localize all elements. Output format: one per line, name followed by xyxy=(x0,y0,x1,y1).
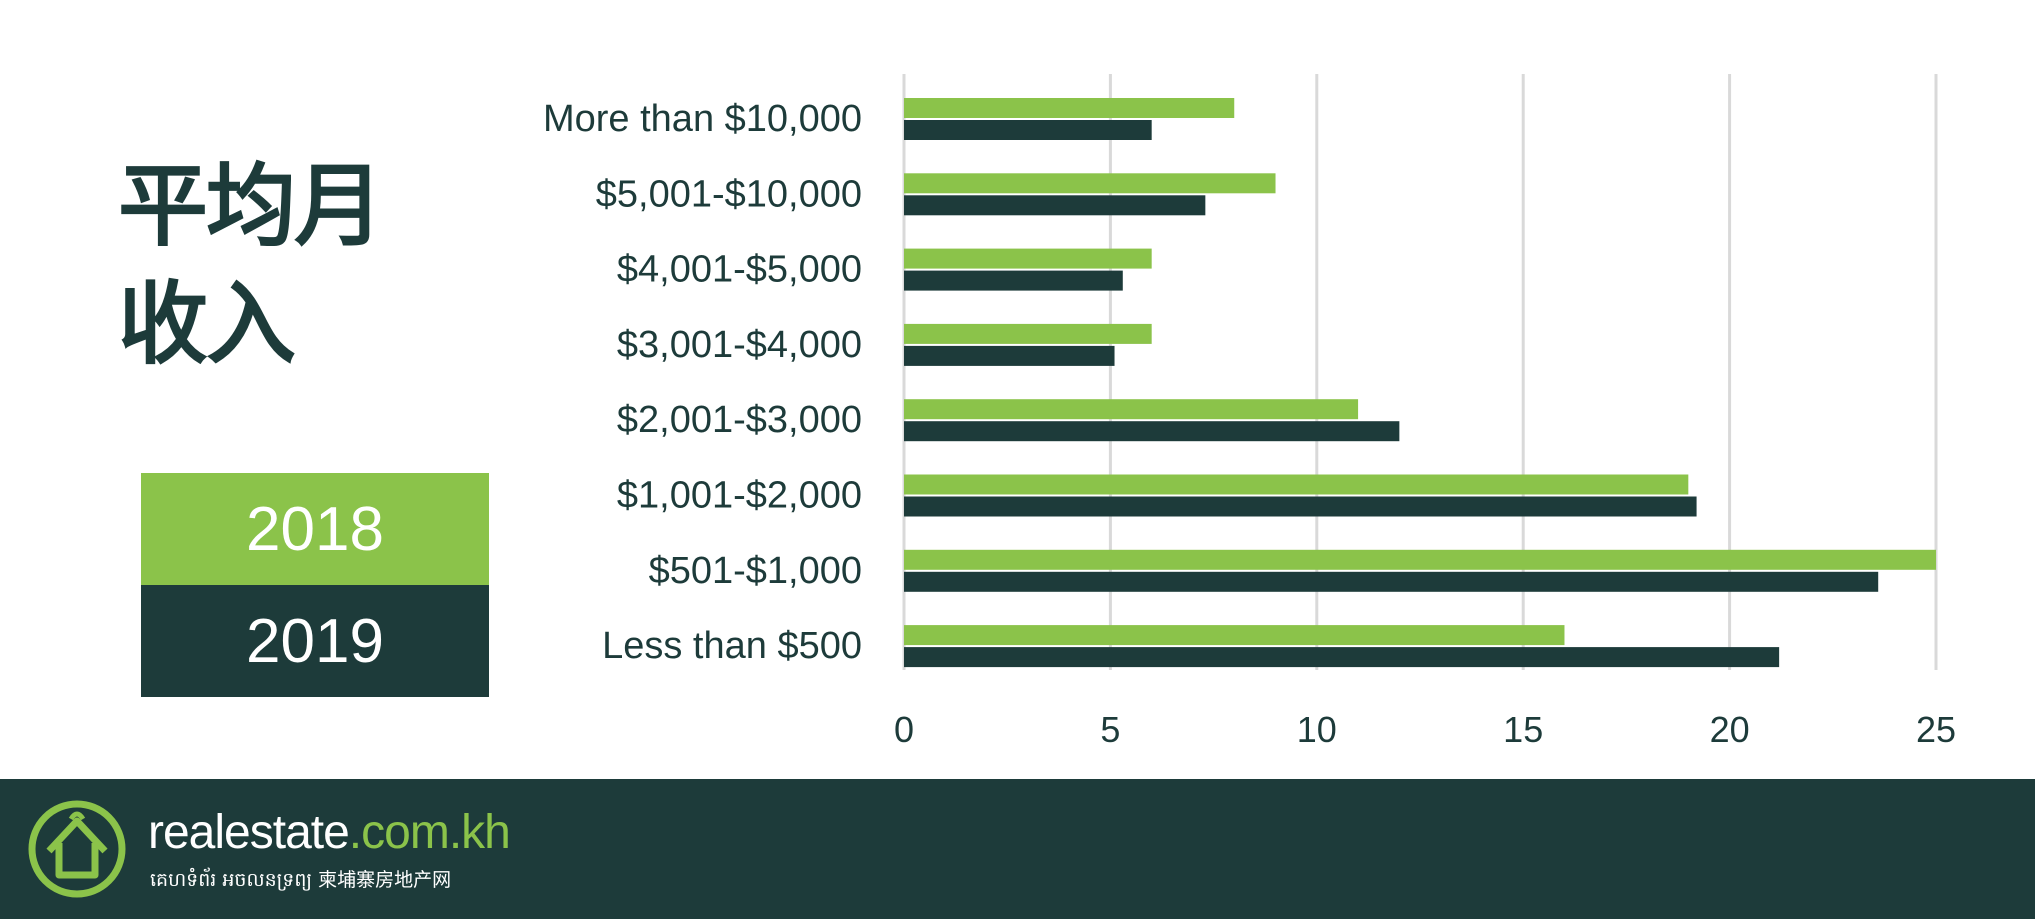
bar-2018-1 xyxy=(904,173,1276,194)
bar-2018-4 xyxy=(904,399,1359,420)
bar-2018-2 xyxy=(904,248,1152,269)
footer: realestate.com.kh គេហទំព័រ អចលនទ្រព្យ 柬埔… xyxy=(0,779,2035,919)
category-label: $4,001-$5,000 xyxy=(617,249,862,291)
bar-2018-5 xyxy=(904,474,1689,495)
category-label: $5,001-$10,000 xyxy=(596,173,862,215)
house-logo-icon xyxy=(28,800,126,898)
bar-2019-2 xyxy=(904,270,1123,291)
bar-2019-4 xyxy=(904,421,1400,442)
bar-2018-0 xyxy=(904,98,1235,118)
bar-2019-7 xyxy=(904,647,1780,668)
legend-2019: 2019 xyxy=(141,585,489,697)
category-label: $501-$1,000 xyxy=(649,550,862,592)
bar-2019-3 xyxy=(904,345,1115,366)
category-label: $1,001-$2,000 xyxy=(617,475,862,517)
category-label: Less than $500 xyxy=(602,625,862,667)
bar-2018-7 xyxy=(904,625,1565,646)
x-tick-label: 15 xyxy=(1503,709,1543,750)
bar-2019-0 xyxy=(904,120,1152,140)
x-tick-label: 0 xyxy=(894,709,914,750)
bar-2018-3 xyxy=(904,323,1152,344)
category-label: $3,001-$4,000 xyxy=(617,324,862,366)
legend-2018: 2018 xyxy=(141,473,489,585)
x-tick-label: 20 xyxy=(1710,709,1750,750)
legend-label-2019: 2019 xyxy=(246,606,384,676)
x-tick-label: 10 xyxy=(1297,709,1337,750)
bar-2018-6 xyxy=(904,549,1936,570)
bar-chart: 0 5 10 15 20 25 More than $10,000 $5,001-$10,00… xyxy=(543,74,1956,750)
category-label: More than $10,000 xyxy=(543,98,862,140)
brand-domain: .com.kh xyxy=(348,806,511,859)
bar-2019-5 xyxy=(904,496,1697,517)
legend-label-2018: 2018 xyxy=(246,494,384,564)
x-tick-label: 25 xyxy=(1916,709,1956,750)
category-label: $2,001-$3,000 xyxy=(617,399,862,441)
bar-2019-1 xyxy=(904,195,1206,216)
brand-main: realestate xyxy=(148,806,350,859)
brand-logo-text[interactable]: realestate.com.kh xyxy=(148,805,511,860)
bar-2019-6 xyxy=(904,571,1879,592)
brand-tagline: គេហទំព័រ អចលនទ្រព្យ 柬埔寨房地产网 xyxy=(150,869,452,891)
x-tick-label: 5 xyxy=(1100,709,1120,750)
page-title: 平均月 收入 xyxy=(118,154,384,377)
